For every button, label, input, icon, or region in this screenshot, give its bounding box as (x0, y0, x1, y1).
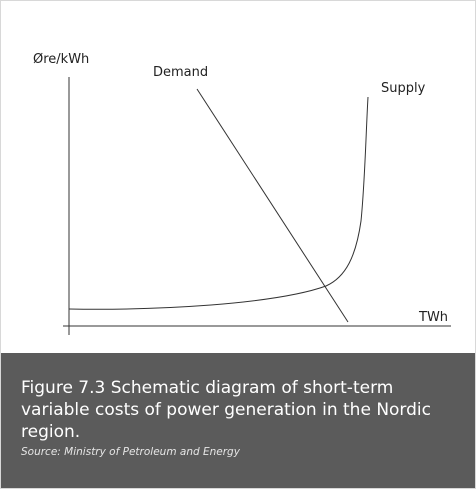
x-axis-label: TWh (418, 310, 448, 325)
caption-source: Source: Ministry of Petroleum and Energy (21, 446, 240, 458)
demand-label: Demand (153, 65, 208, 80)
y-axis-label: Øre/kWh (33, 52, 89, 67)
demand-line (196, 88, 349, 323)
supply-curve (68, 96, 369, 310)
supply-label: Supply (381, 81, 426, 96)
diagram: Øre/kWh TWh Demand Supply (33, 52, 451, 335)
caption-title: Figure 7.3 Schematic diagram of short-te… (21, 378, 431, 442)
caption: Figure 7.3 Schematic diagram of short-te… (1, 353, 475, 488)
